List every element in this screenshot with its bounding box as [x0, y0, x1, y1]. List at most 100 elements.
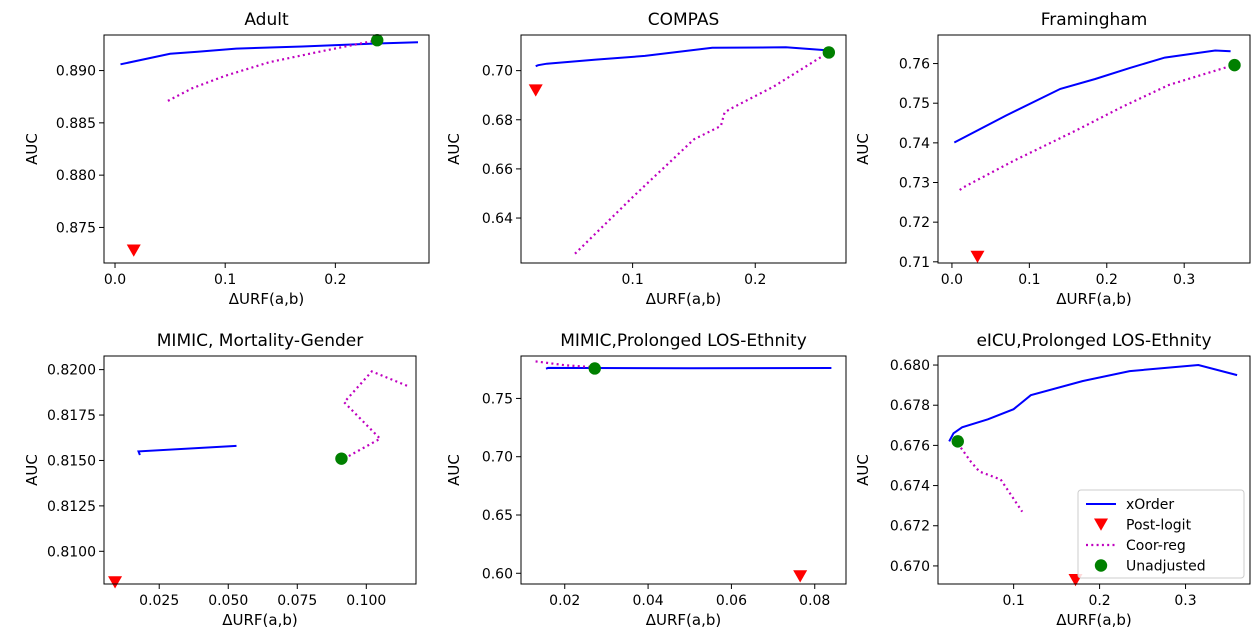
marker-unadjusted — [1228, 58, 1241, 72]
y-tick-label: 0.678 — [890, 398, 930, 414]
chart-panel-1: Adult 0.0 0.1 0.2 0.875 0.880 0.885 0.890 ΔURF(a… — [23, 10, 430, 308]
y-tick-label: 0.75 — [899, 96, 930, 112]
x-axis-label: ΔURF(a,b) — [1056, 611, 1131, 629]
axes-frame — [103, 355, 417, 585]
y-tick-label: 0.880 — [56, 168, 96, 184]
x-tick-label: 0.3 — [1174, 593, 1196, 609]
y-tick-label: 0.672 — [890, 519, 930, 535]
chart-title: Framingham — [1041, 10, 1148, 30]
x-tick-label: 0.2 — [1096, 272, 1118, 288]
chart-title: MIMIC,Prolonged LOS-Ethnity — [560, 331, 807, 351]
y-axis-label: AUC — [445, 133, 463, 165]
y-tick-label: 0.60 — [482, 566, 513, 582]
x-tick-label: 0.0 — [104, 272, 126, 288]
y-axis-label: AUC — [445, 454, 463, 486]
y-tick-label: 0.885 — [56, 116, 96, 132]
series-line-xorder — [953, 49, 1231, 144]
series-line-coor-reg — [574, 52, 827, 255]
y-tick-label: 0.65 — [482, 508, 513, 524]
chart-panel-5: MIMIC,Prolonged LOS-Ethnity 0.02 0.04 0.06 0… — [445, 331, 847, 629]
y-tick-label: 0.8175 — [47, 408, 96, 424]
y-tick-label: 0.890 — [56, 64, 96, 80]
chart-title: COMPAS — [648, 10, 720, 30]
series-line-coor-reg — [342, 370, 409, 460]
x-tick-label: 0.08 — [799, 593, 830, 609]
x-tick-label: 0.1 — [214, 272, 236, 288]
legend-swatch-post-logit — [1094, 518, 1108, 531]
y-tick-label: 0.68 — [482, 113, 513, 129]
y-tick-label: 0.676 — [890, 438, 930, 454]
y-axis-label: AUC — [854, 133, 872, 165]
y-tick-label: 0.875 — [56, 220, 96, 236]
y-tick-label: 0.670 — [890, 559, 930, 575]
series-line-xorder — [120, 41, 419, 66]
x-tick-label: 0.02 — [549, 593, 580, 609]
x-tick-label: 0.025 — [139, 593, 179, 609]
chart-panel-6: eICU,Prolonged LOS-Ethnity 0.1 0.2 0.3 0.670… — [854, 331, 1251, 629]
y-axis-label: AUC — [23, 133, 41, 165]
x-axis-label: ΔURF(a,b) — [1056, 290, 1131, 308]
chart-panel-2: COMPAS 0.1 0.2 0.64 0.66 0.68 0.70 ΔURF(a,b) AUC — [445, 10, 847, 308]
chart-title: MIMIC, Mortality-Gender — [157, 331, 363, 351]
axes-frame — [103, 34, 430, 264]
y-axis-label: AUC — [854, 454, 872, 486]
y-tick-label: 0.674 — [890, 479, 930, 495]
y-tick-label: 0.71 — [899, 255, 930, 271]
x-tick-label: 0.050 — [208, 593, 248, 609]
y-tick-label: 0.73 — [899, 176, 930, 192]
chart-title: eICU,Prolonged LOS-Ethnity — [976, 331, 1211, 351]
marker-post-logit — [528, 84, 543, 97]
marker-post-logit — [793, 570, 808, 583]
marker-post-logit — [970, 250, 985, 263]
series-line-xorder — [535, 46, 827, 68]
x-axis-label: ΔURF(a,b) — [222, 611, 297, 629]
legend-label: Unadjusted — [1126, 559, 1206, 575]
chart-panel-4: MIMIC, Mortality-Gender 0.025 0.050 0.075 0.… — [23, 331, 417, 629]
x-tick-label: 0.0 — [941, 272, 963, 288]
marker-unadjusted — [951, 435, 964, 448]
x-tick-label: 0.075 — [277, 593, 317, 609]
x-tick-label: 0.2 — [1088, 593, 1110, 609]
chart-panel-3: Framingham 0.0 0.1 0.2 0.3 0.71 0.72 0.73 0.74 0.… — [854, 10, 1251, 308]
legend-label: xOrder — [1126, 497, 1174, 513]
series-line-coor-reg — [959, 64, 1233, 191]
x-tick-label: 0.06 — [716, 593, 747, 609]
series-line-xorder — [545, 366, 832, 370]
y-tick-label: 0.70 — [482, 64, 513, 80]
x-tick-label: 0.2 — [324, 272, 346, 288]
legend: xOrder Post-logit Coor-reg Unadjusted — [1077, 489, 1245, 579]
marker-unadjusted — [588, 362, 601, 375]
axes-frame — [937, 34, 1251, 264]
y-axis-label: AUC — [23, 454, 41, 486]
y-tick-label: 0.8200 — [47, 363, 96, 379]
marker-unadjusted — [335, 452, 348, 465]
legend-label: Post-logit — [1126, 518, 1192, 534]
y-tick-label: 0.8100 — [47, 544, 96, 560]
series-line-coor-reg — [535, 360, 594, 369]
series-line-coor-reg — [167, 39, 378, 102]
y-tick-label: 0.8150 — [47, 453, 96, 469]
axes-frame — [520, 355, 847, 585]
x-tick-label: 0.1 — [1003, 593, 1025, 609]
y-tick-label: 0.64 — [482, 211, 513, 227]
y-tick-label: 0.74 — [899, 136, 930, 152]
x-axis-label: ΔURF(a,b) — [229, 290, 304, 308]
chart-title: Adult — [244, 10, 289, 30]
y-tick-label: 0.75 — [482, 391, 513, 407]
marker-post-logit — [108, 576, 123, 589]
x-tick-label: 0.1 — [621, 272, 643, 288]
y-tick-label: 0.72 — [899, 215, 930, 231]
axes-frame — [520, 34, 847, 264]
y-tick-label: 0.76 — [899, 57, 930, 73]
legend-label: Coor-reg — [1126, 538, 1186, 554]
y-tick-label: 0.8125 — [47, 499, 96, 515]
series-line-xorder — [137, 444, 237, 456]
marker-unadjusted — [822, 46, 836, 59]
y-tick-label: 0.70 — [482, 450, 513, 466]
x-tick-label: 0.1 — [1018, 272, 1040, 288]
series-line-coor-reg — [956, 442, 1024, 513]
marker-post-logit — [126, 244, 141, 257]
axes-frame — [937, 355, 1251, 585]
y-tick-label: 0.66 — [482, 162, 513, 178]
